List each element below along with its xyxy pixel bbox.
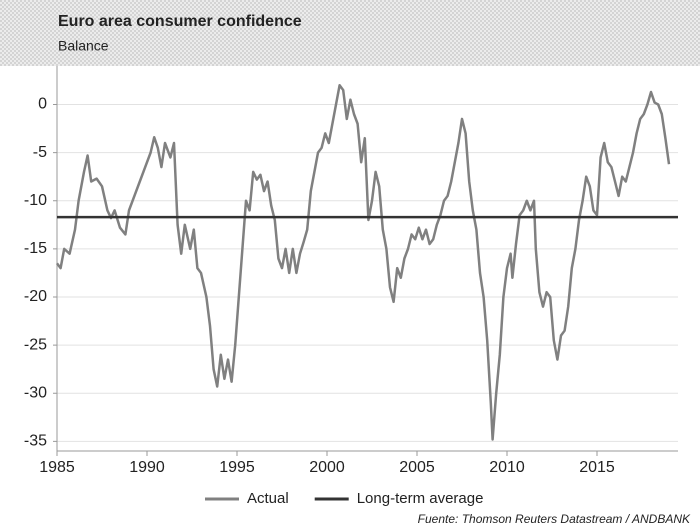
y-tick-label: -15 [24,240,47,257]
x-tick-label: 2010 [489,459,525,476]
x-tick-label: 2000 [309,459,345,476]
chart-subtitle: Balance [58,38,109,54]
y-tick-label: -25 [24,336,47,353]
y-tick-label: 0 [38,96,47,113]
x-tick-label: 2005 [399,459,435,476]
source: Fuente: Thomson Reuters Datastream / AND… [418,512,691,526]
x-tick-label: 1985 [39,459,75,476]
legend-label: Long-term average [357,490,484,507]
legend-label: Actual [247,490,289,507]
x-tick-label: 1995 [219,459,255,476]
x-tick-label: 1990 [129,459,165,476]
header-band [0,0,700,66]
y-tick-label: -30 [24,384,47,401]
y-tick-label: -35 [24,433,47,450]
y-tick-label: -20 [24,288,47,305]
y-tick-label: -5 [33,144,47,161]
chart-title: Euro area consumer confidence [58,13,302,30]
y-tick-label: -10 [24,192,47,209]
data-line [55,84,671,441]
x-tick-label: 2015 [579,459,615,476]
